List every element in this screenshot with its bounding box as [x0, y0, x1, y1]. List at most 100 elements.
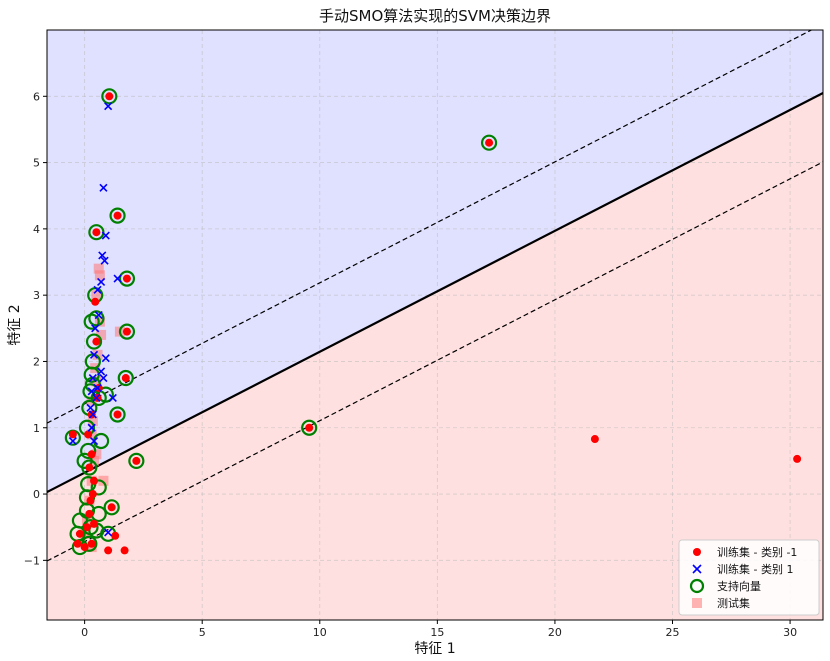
- train-point-class-pos: [101, 231, 110, 240]
- train-point-class-neg: [85, 463, 94, 472]
- x-tick-label: 20: [548, 626, 562, 639]
- support-vector: [109, 406, 126, 423]
- support-vector: [109, 207, 126, 224]
- support-vector: [103, 499, 120, 516]
- train-point-class-pos: [68, 436, 77, 446]
- x-tick-label: 0: [81, 626, 88, 639]
- test-point: [98, 475, 109, 486]
- x-marker-stroke: [68, 436, 77, 446]
- train-point-class-neg: [73, 539, 82, 548]
- legend-item: 训练集 - 类别 1: [692, 562, 793, 576]
- plot-frame: [46, 29, 824, 621]
- train-point-class-pos: [93, 285, 102, 294]
- x-tick-label: 25: [666, 626, 680, 639]
- legend-item: 支持向量: [689, 578, 761, 594]
- train-point-class-neg: [82, 523, 91, 532]
- y-axis-ticks: −1 0 1 2 3 4 5 6: [24, 90, 47, 567]
- x-marker-stroke: [104, 528, 113, 537]
- train-point-class-pos: [88, 373, 97, 383]
- legend-label: 测试集: [717, 596, 750, 610]
- x-marker-stroke: [88, 410, 97, 419]
- x-tick-label: 30: [783, 626, 797, 639]
- boundary-lines: [47, 30, 823, 562]
- train-point-class-pos: [93, 383, 102, 393]
- train-point-class-pos: [89, 436, 99, 446]
- legend-label: 训练集 - 类别 1: [717, 562, 793, 576]
- support-vector: [80, 442, 97, 460]
- test-point: [91, 449, 102, 460]
- train-point-class-pos: [101, 354, 110, 363]
- support-vector: [301, 419, 318, 436]
- train-point-class-neg: [92, 337, 101, 346]
- train-point-class-pos: [104, 528, 113, 537]
- x-marker-stroke: [101, 354, 110, 363]
- test-point: [93, 263, 104, 274]
- support-vector: [101, 88, 118, 105]
- train-point-class-neg: [90, 476, 99, 485]
- train-point-class-neg: [485, 138, 494, 147]
- test-point: [92, 349, 103, 360]
- test-point: [96, 329, 107, 340]
- y-tick-label: 3: [33, 289, 40, 302]
- legend-item: 训练集 - 类别 -1: [693, 545, 797, 559]
- support-vector: [128, 452, 145, 469]
- train-point-class-pos: [97, 367, 106, 376]
- train-point-class-neg: [122, 274, 131, 283]
- decision-boundary-line: [47, 91, 823, 494]
- legend-box: [678, 539, 820, 616]
- test-point: [94, 270, 105, 281]
- train-point-class-neg: [113, 211, 122, 220]
- margin-lower-line: [47, 161, 823, 562]
- x-marker-stroke: [92, 393, 101, 402]
- x-tick-label: 15: [430, 626, 444, 639]
- train-point-class-neg: [590, 435, 599, 444]
- support-vector: [118, 323, 136, 340]
- data-points: [64, 88, 802, 556]
- x-marker-stroke: [104, 102, 113, 111]
- y-tick-label: 5: [33, 157, 40, 170]
- train-point-class-neg: [121, 374, 130, 383]
- decision-regions: [47, 30, 823, 620]
- y-tick-label: 0: [33, 488, 40, 501]
- x-marker-stroke: [89, 436, 99, 446]
- train-point-class-neg: [104, 546, 113, 555]
- y-tick-label: 2: [33, 355, 40, 368]
- x-tick-label: 10: [313, 626, 327, 639]
- x-marker-stroke: [91, 324, 100, 333]
- train-point-class-neg: [107, 503, 116, 512]
- train-point-class-neg: [90, 519, 99, 528]
- region-negative: [47, 92, 823, 620]
- train-point-class-neg: [122, 327, 131, 336]
- legend-marker: [692, 598, 702, 608]
- train-point-class-neg: [87, 410, 96, 419]
- train-point-class-neg: [91, 297, 100, 306]
- train-point-class-pos: [113, 274, 122, 283]
- train-point-class-pos: [92, 393, 101, 402]
- test-point: [94, 316, 105, 327]
- train-point-class-neg: [105, 92, 114, 101]
- train-point-class-pos: [99, 373, 108, 383]
- x-marker-stroke: [89, 350, 99, 359]
- x-marker-stroke: [94, 310, 103, 320]
- y-axis-label: 特征 2: [7, 304, 23, 345]
- x-marker-stroke: [87, 423, 96, 432]
- train-point-class-neg: [305, 423, 314, 432]
- train-point-class-neg: [92, 228, 101, 237]
- x-marker-stroke: [86, 403, 95, 412]
- train-point-class-neg: [132, 456, 141, 465]
- x-marker-stroke: [101, 231, 110, 240]
- train-point-class-neg: [793, 454, 802, 463]
- train-point-class-pos: [87, 387, 96, 396]
- support-vector: [480, 134, 498, 151]
- train-point-class-pos: [91, 324, 100, 333]
- y-tick-label: 1: [33, 422, 40, 435]
- grid-lines: [47, 30, 823, 620]
- train-point-class-pos: [89, 350, 99, 359]
- test-point: [91, 290, 102, 301]
- chart-title: 手动SMO算法实现的SVM决策边界: [319, 7, 551, 25]
- x-marker-stroke: [87, 387, 96, 396]
- train-point-class-neg: [68, 430, 77, 439]
- support-vector: [76, 452, 93, 469]
